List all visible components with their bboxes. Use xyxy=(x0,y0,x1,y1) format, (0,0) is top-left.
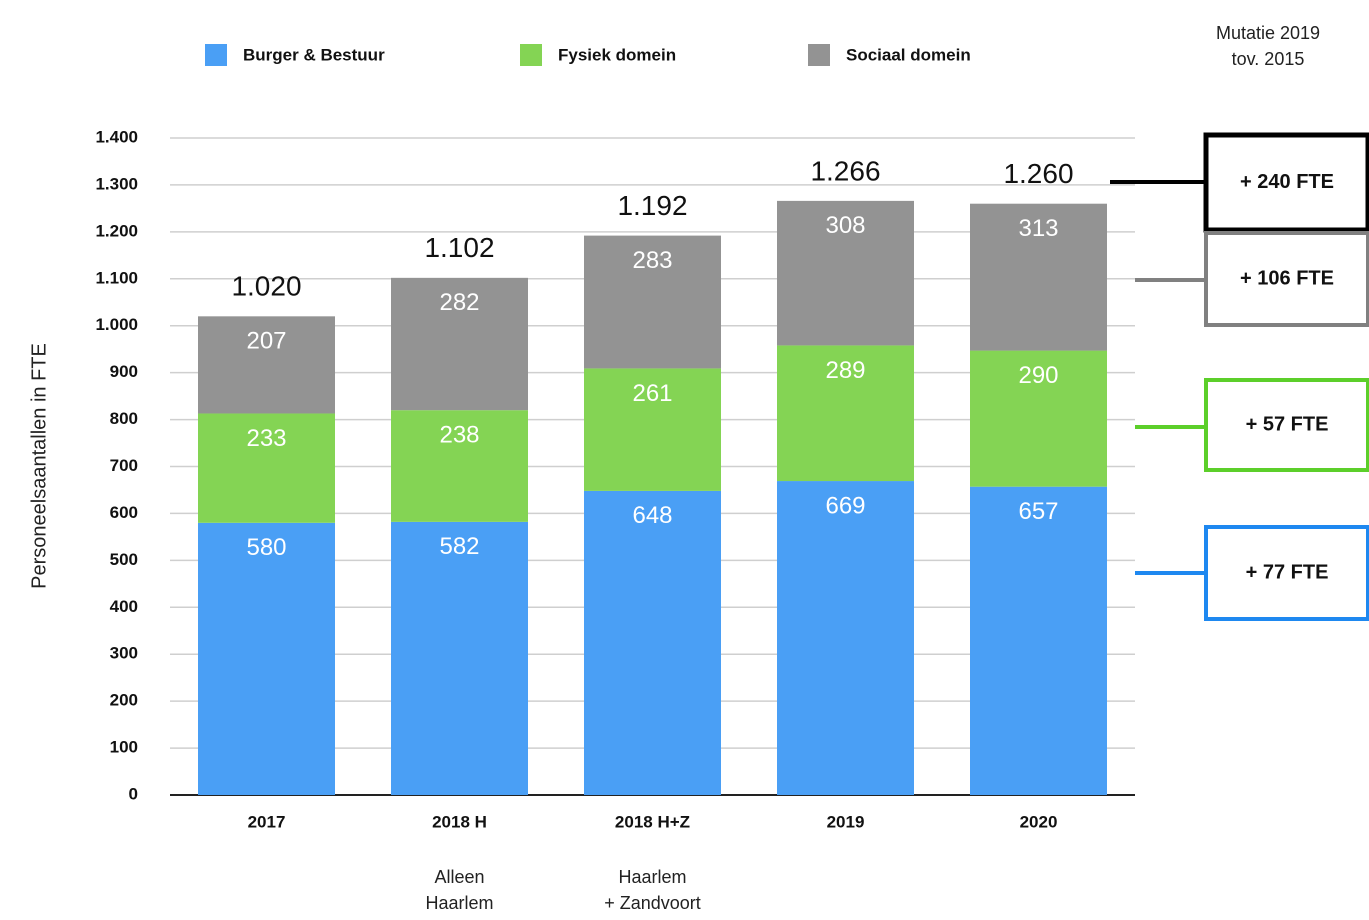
value-label: 283 xyxy=(632,247,672,274)
bar-segment xyxy=(777,345,914,482)
y-tick-label: 1.400 xyxy=(95,127,138,146)
bar-segment xyxy=(777,481,914,795)
y-tick-label: 900 xyxy=(110,362,138,381)
total-label: 1.260 xyxy=(1003,158,1073,189)
value-label: 313 xyxy=(1018,215,1058,242)
y-tick-label: 1.200 xyxy=(95,221,138,240)
bar-segment xyxy=(198,522,335,795)
value-label: 669 xyxy=(825,492,865,519)
y-tick-label: 600 xyxy=(110,503,138,522)
bar-segment xyxy=(198,413,335,523)
y-tick-label: 400 xyxy=(110,597,138,616)
bar-segment xyxy=(198,316,335,414)
bar-segment xyxy=(391,277,528,411)
value-label: 657 xyxy=(1018,498,1058,525)
x-tick-label: 2017 xyxy=(248,812,286,831)
annotation-box xyxy=(1204,525,1369,621)
y-tick-label: 700 xyxy=(110,456,138,475)
value-label: 233 xyxy=(246,425,286,452)
bar-segment xyxy=(970,203,1107,351)
x-tick-label: 2018 H+Z xyxy=(615,812,690,831)
legend-swatch xyxy=(520,44,542,66)
annotation-text: + 106 FTE xyxy=(1240,267,1334,289)
x-tick-label: 2020 xyxy=(1020,812,1058,831)
y-axis-label: Personeelsaantallen in FTE xyxy=(28,343,50,589)
x-tick-label: 2019 xyxy=(827,812,865,831)
y-tick-label: 0 xyxy=(129,784,138,803)
value-label: 290 xyxy=(1018,362,1058,389)
total-label: 1.192 xyxy=(617,190,687,221)
value-label: 580 xyxy=(246,534,286,561)
y-tick-label: 1.300 xyxy=(95,174,138,193)
category-note: Haarlem + Zandvoort xyxy=(604,867,701,913)
bar-segment xyxy=(391,521,528,795)
bar-segment xyxy=(391,410,528,522)
value-label: 308 xyxy=(825,212,865,239)
bar-segment xyxy=(584,490,721,795)
bar-segment xyxy=(584,235,721,369)
value-label: 648 xyxy=(632,502,672,529)
total-label: 1.020 xyxy=(231,271,301,302)
bar-segment xyxy=(584,368,721,491)
y-tick-label: 100 xyxy=(110,738,138,757)
y-tick-label: 200 xyxy=(110,691,138,710)
total-label: 1.266 xyxy=(810,155,880,186)
value-label: 582 xyxy=(439,533,479,560)
bar-segment xyxy=(777,200,914,346)
bar-segment xyxy=(970,486,1107,795)
y-tick-label: 1.000 xyxy=(95,315,138,334)
legend-swatch xyxy=(808,44,830,66)
value-label: 238 xyxy=(439,422,479,449)
legend-label: Fysiek domein xyxy=(558,45,676,64)
annotation-box xyxy=(1204,378,1369,472)
annotation-header: tov. 2015 xyxy=(1232,49,1305,69)
value-label: 282 xyxy=(439,289,479,316)
value-label: 289 xyxy=(825,357,865,384)
y-tick-label: 800 xyxy=(110,409,138,428)
annotation-box xyxy=(1204,231,1369,327)
annotation-text: + 57 FTE xyxy=(1246,413,1329,435)
annotation-header: Mutatie 2019 xyxy=(1216,23,1320,43)
annotation-text: + 77 FTE xyxy=(1246,561,1329,583)
legend-label: Sociaal domein xyxy=(846,45,971,64)
y-tick-label: 300 xyxy=(110,644,138,663)
annotation-box xyxy=(1203,132,1369,233)
value-label: 261 xyxy=(632,380,672,407)
category-note: Alleen Haarlem xyxy=(425,867,493,913)
x-tick-label: 2018 H xyxy=(432,812,487,831)
legend-swatch xyxy=(205,44,227,66)
y-tick-label: 500 xyxy=(110,550,138,569)
bar-segment xyxy=(970,350,1107,487)
legend-label: Burger & Bestuur xyxy=(243,45,385,64)
annotation-text: + 240 FTE xyxy=(1240,171,1334,193)
value-label: 207 xyxy=(246,328,286,355)
total-label: 1.102 xyxy=(424,232,494,263)
y-tick-label: 1.100 xyxy=(95,268,138,287)
